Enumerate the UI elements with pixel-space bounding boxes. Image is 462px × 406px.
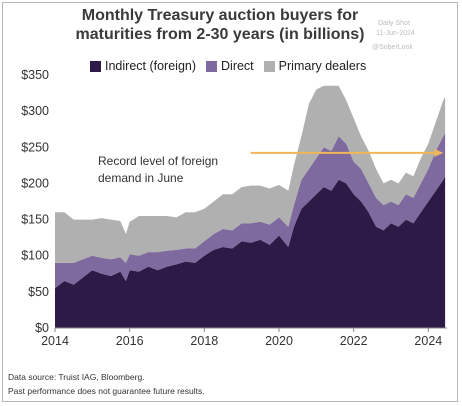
legend-label-indirect: Indirect (foreign)	[105, 59, 197, 73]
footer-source: Data source: Truist IAG, Bloomberg.	[8, 372, 145, 382]
annotation-text-line-1: Record level of foreign	[98, 154, 218, 168]
y-tick-label: $300	[21, 104, 49, 118]
area-indirect	[55, 176, 446, 328]
x-tick-label: 2024	[414, 334, 442, 348]
chart-frame	[2, 2, 458, 402]
footer-disclaimer: Past performance does not guarantee futu…	[8, 386, 205, 396]
title-line-2: maturities from 2-30 years (in billions)	[75, 26, 365, 43]
legend-item-direct: Direct	[206, 59, 254, 73]
y-tick-label: $0	[35, 321, 49, 335]
x-tick-label: 2014	[41, 334, 69, 348]
legend-swatch-indirect	[90, 60, 101, 72]
annotation-arrow-head	[434, 148, 444, 157]
title-line-1: Monthly Treasury auction buyers for	[81, 7, 359, 24]
y-tick-label: $250	[21, 140, 49, 154]
y-tick-label: $150	[21, 213, 49, 227]
chart-legend: Indirect (foreign) Direct Primary dealer…	[90, 59, 366, 73]
legend-label-dealers: Primary dealers	[278, 59, 367, 73]
legend-swatch-dealers	[263, 60, 275, 72]
watermark-handle: @SoberLook	[372, 44, 413, 51]
y-tick-label: $50	[28, 285, 49, 299]
watermark-date: 11-Jun-2024	[376, 30, 415, 37]
annotation-text-line-2: demand in June	[98, 171, 184, 185]
y-tick-label: $350	[21, 68, 49, 82]
legend-swatch-direct	[206, 60, 218, 72]
watermark-source: Daily Shot	[378, 20, 410, 27]
x-tick-label: 2020	[265, 334, 293, 348]
x-tick-label: 2022	[340, 334, 368, 348]
area-primary-dealers	[55, 85, 446, 263]
y-tick-label: $200	[21, 176, 49, 190]
legend-item-indirect: Indirect (foreign)	[90, 59, 196, 73]
legend-label-direct: Direct	[221, 59, 254, 73]
y-tick-label: $100	[21, 249, 49, 263]
chart-title: Monthly Treasury auction buyers for matu…	[60, 6, 380, 44]
legend-item-dealers: Primary dealers	[263, 59, 367, 73]
x-tick-label: 2018	[190, 334, 218, 348]
area-direct	[55, 132, 446, 289]
x-tick-label: 2016	[116, 334, 144, 348]
